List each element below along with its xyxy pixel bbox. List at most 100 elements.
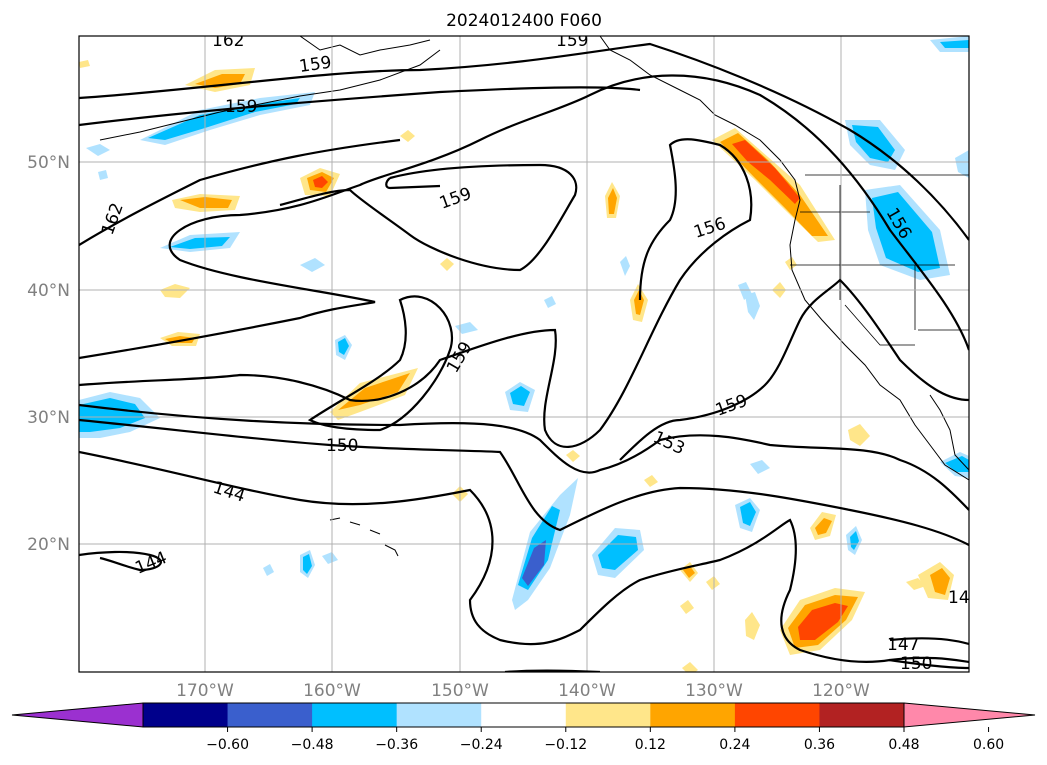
positive-region (608, 188, 617, 214)
contour-line (79, 86, 641, 127)
negative-region (170, 237, 230, 249)
colorbar-tick-label: 0.60 (973, 737, 1004, 753)
colorbar-segment (396, 703, 482, 727)
positive-region (644, 475, 658, 487)
contour-line (79, 550, 162, 572)
positive-region (160, 284, 190, 298)
longitude-label: 170°W (176, 681, 234, 701)
contour-line (307, 295, 453, 432)
contour-line (79, 450, 969, 664)
contour-line (279, 163, 578, 272)
negative-region (86, 144, 110, 156)
positive-region (683, 566, 695, 578)
colorbar-segment (650, 703, 736, 727)
state-borders (790, 174, 969, 346)
colorbar-tick-label: 0.48 (888, 737, 919, 753)
longitude-label: 150°W (431, 681, 489, 701)
negative-region (322, 552, 338, 564)
contour-line (619, 278, 969, 461)
latitude-label: 50°N (27, 153, 70, 173)
positive-region (682, 662, 698, 672)
positive-region (313, 176, 328, 188)
colorbar-tick-label: −0.36 (375, 737, 418, 753)
positive-region (815, 518, 832, 535)
longitude-label: 120°W (812, 681, 870, 701)
latitude-label: 30°N (27, 408, 70, 428)
longitude-label: 160°W (303, 681, 361, 701)
positive-region (440, 258, 454, 271)
negative-region (750, 460, 770, 474)
negative-region (945, 456, 969, 472)
negative-region (263, 564, 274, 576)
negative-region (544, 296, 556, 308)
colorbar-segment (481, 703, 567, 727)
negative-region (303, 554, 312, 574)
colorbar-extend-high (903, 702, 1036, 728)
positive-region (400, 130, 415, 142)
map-frame (78, 35, 970, 673)
positive-region (566, 450, 580, 462)
latitude-label: 40°N (27, 281, 70, 301)
positive-region (79, 60, 90, 68)
contour-line (79, 138, 401, 246)
positive-region (180, 197, 232, 208)
negative-region (955, 150, 969, 178)
negative-region (740, 502, 756, 526)
baja-coastline (929, 394, 969, 471)
negative-region (455, 322, 478, 334)
contour-line (888, 637, 969, 670)
positive-region (848, 424, 870, 446)
colorbar-extend-low (11, 702, 144, 728)
positive-region (798, 603, 848, 640)
positive-region (706, 576, 720, 590)
negative-region (300, 258, 325, 272)
contour-label: 162 (212, 31, 244, 51)
negative-region (872, 192, 940, 272)
negative-region (98, 170, 108, 180)
positive-region (680, 600, 694, 614)
map-title: 2024012400 F060 (446, 11, 602, 31)
positive-region (906, 578, 926, 590)
contour-label: 159 (556, 31, 588, 51)
colorbar-segment (819, 703, 905, 727)
positive-region (930, 568, 950, 595)
negative-region (940, 40, 969, 48)
contour-label: 150 (326, 436, 358, 456)
colorbar-segment (143, 703, 229, 727)
map-area: 162 159 159 159 162 159 156 156 159 159 … (78, 31, 970, 673)
alaska-coastline (299, 36, 431, 56)
colorbar-tick-label: −0.60 (206, 737, 249, 753)
contour-label: 147 (887, 635, 919, 655)
contour-line (79, 42, 969, 241)
hawaii-islands (329, 517, 399, 557)
negative-region (738, 282, 752, 300)
longitude-label: 140°W (558, 681, 616, 701)
latitude-axis: 50°N 40°N 30°N 20°N (27, 153, 70, 555)
colorbar-segment (734, 703, 820, 727)
negative-region (510, 386, 530, 406)
longitude-axis: 170°W 160°W 150°W 140°W 130°W 120°W (176, 681, 870, 701)
colorbar-tick-label: 0.12 (635, 737, 666, 753)
contour-line (79, 403, 969, 511)
colorbar-segment (565, 703, 651, 727)
latitude-label: 20°N (27, 535, 70, 555)
negative-region (522, 540, 546, 586)
negative-region (338, 338, 349, 355)
colorbar-tick-label: 0.24 (719, 737, 750, 753)
colorbar: −0.60 −0.48 −0.36 −0.24 −0.12 0.12 0.24 0.36 0.4… (11, 702, 1036, 753)
north-america-coastline (599, 36, 969, 481)
contour-line (79, 418, 969, 546)
longitude-label: 130°W (685, 681, 743, 701)
colorbar-tick-label: −0.24 (460, 737, 503, 753)
negative-region (620, 256, 630, 276)
colorbar-tick-label: −0.12 (544, 737, 587, 753)
colorbar-frame (142, 702, 905, 728)
contour-label: 159 (298, 53, 333, 77)
contour-line (79, 138, 753, 448)
negative-region (745, 292, 760, 320)
height-contours (79, 42, 969, 672)
gridlines (79, 36, 969, 672)
colorbar-segment (312, 703, 398, 727)
colorbar-segment (227, 703, 313, 727)
